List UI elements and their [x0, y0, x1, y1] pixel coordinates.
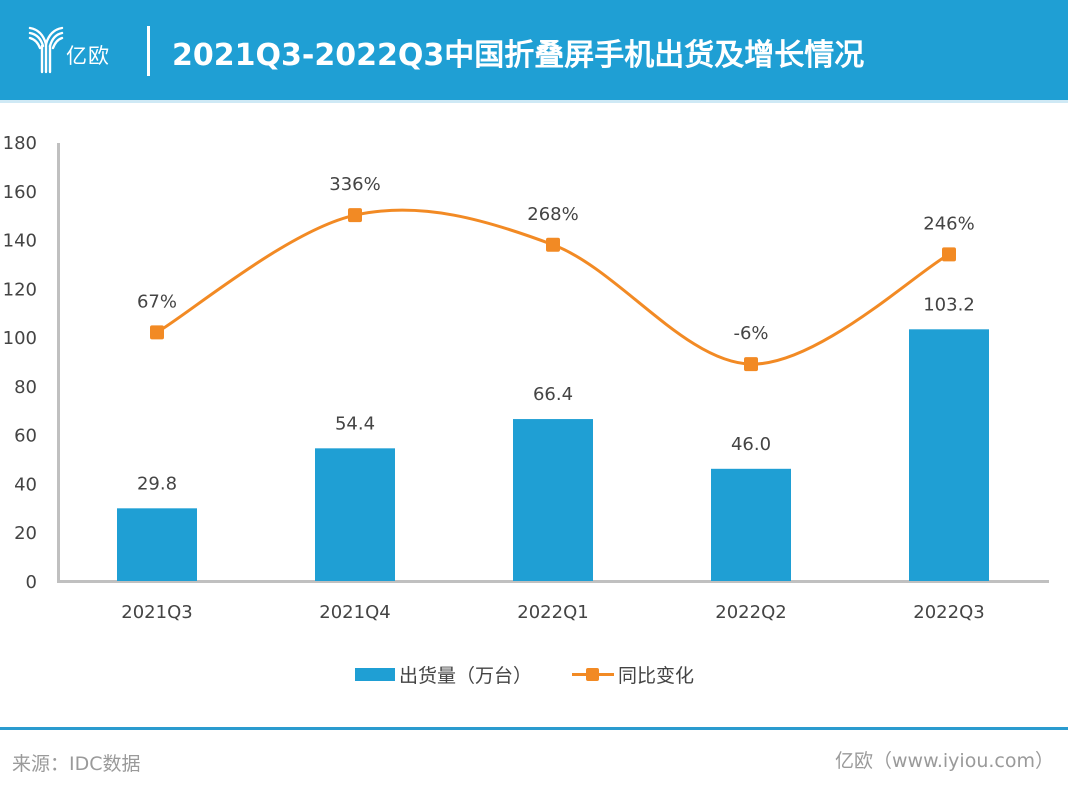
legend-bar-swatch — [355, 667, 395, 681]
growth-value-label: 246% — [923, 213, 974, 234]
bar — [909, 329, 989, 581]
header-banner: 亿欧 2021Q3-2022Q3中国折叠屏手机出货及增长情况 — [0, 0, 1068, 100]
x-tick-label: 2022Q3 — [913, 602, 984, 623]
x-tick-label: 2022Q2 — [715, 602, 786, 623]
y-tick-label: 80 — [14, 377, 37, 398]
y-tick-label: 0 — [26, 572, 37, 593]
y-tick-label: 20 — [14, 523, 37, 544]
growth-marker — [942, 247, 956, 262]
legend-label-shipments: 出货量（万台） — [399, 664, 533, 687]
growth-marker — [348, 208, 362, 223]
y-tick-label: 120 — [3, 279, 37, 300]
bar-data-labels: 29.8 54.4 66.4 46.0 103.2 — [137, 294, 975, 494]
bar-value-label: 66.4 — [533, 384, 573, 405]
y-tick-label: 100 — [3, 328, 37, 349]
y-tick-label: 40 — [14, 474, 37, 495]
bar-value-label: 54.4 — [335, 413, 375, 434]
x-axis-tick-labels: 2021Q3 2021Q4 2022Q1 2022Q2 2022Q3 — [121, 602, 984, 623]
y-tick-label: 60 — [14, 426, 37, 447]
logo-text: 亿欧 — [66, 44, 110, 68]
y-axis-tick-labels: 0 20 40 60 80 100 120 140 160 180 — [3, 133, 37, 593]
growth-value-label: 67% — [137, 291, 177, 312]
bar — [711, 468, 791, 581]
bar — [117, 508, 197, 581]
legend: 出货量（万台） 同比变化 — [355, 660, 694, 688]
y-tick-label: 140 — [3, 231, 37, 252]
growth-value-label: 336% — [329, 174, 380, 195]
y-tick-label: 180 — [3, 133, 37, 154]
x-tick-label: 2021Q3 — [121, 602, 192, 623]
legend-label-yoy: 同比变化 — [618, 664, 695, 687]
chart-area: 0 20 40 60 80 100 120 140 160 180 29.8 54.4 66.4 46.… — [3, 133, 1049, 623]
growth-markers — [150, 208, 956, 372]
x-tick-label: 2022Q1 — [517, 602, 588, 623]
credit-note: 亿欧（www.iyiou.com） — [834, 750, 1054, 772]
bar-value-label: 46.0 — [731, 434, 771, 455]
growth-value-label: -6% — [733, 323, 768, 344]
growth-marker — [744, 357, 758, 372]
y-tick-label: 160 — [3, 182, 37, 203]
bar-value-label: 103.2 — [923, 294, 975, 315]
header-underline — [0, 100, 1068, 103]
growth-marker — [150, 325, 164, 340]
growth-data-labels: 67% 336% 268% -6% 246% — [137, 174, 975, 344]
bar — [315, 448, 395, 581]
chart-title: 2021Q3-2022Q3中国折叠屏手机出货及增长情况 — [172, 38, 865, 73]
bar-value-label: 29.8 — [137, 473, 177, 494]
source-note: 来源：IDC数据 — [12, 753, 141, 775]
yiou-logo-icon — [28, 26, 64, 74]
legend-line-swatch — [572, 667, 615, 681]
bar-series — [117, 329, 989, 581]
bar — [513, 419, 593, 581]
header-divider — [147, 26, 150, 76]
growth-marker — [546, 237, 560, 252]
growth-line — [156, 208, 950, 366]
footer-divider — [0, 727, 1068, 730]
growth-value-label: 268% — [527, 204, 578, 225]
x-tick-label: 2021Q4 — [319, 602, 390, 623]
